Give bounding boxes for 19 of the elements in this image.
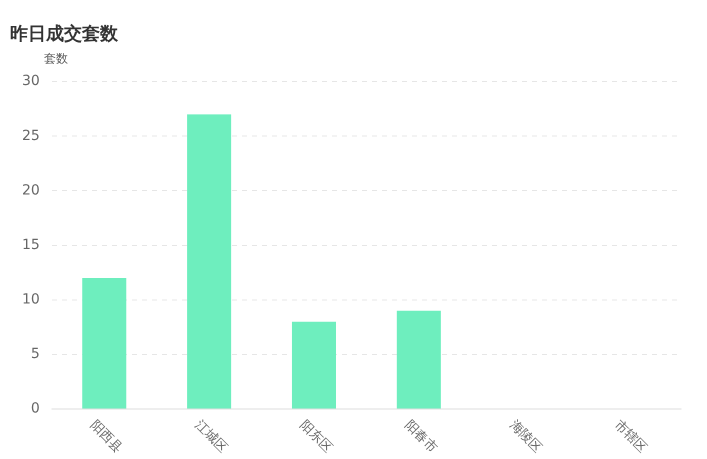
x-tick-label: 市辖区 bbox=[611, 418, 650, 456]
bar bbox=[292, 322, 336, 408]
bar bbox=[82, 278, 126, 408]
x-tick-label: 阳春市 bbox=[402, 418, 440, 456]
x-tick-label: 海陵区 bbox=[506, 418, 545, 456]
y-tick-label: 15 bbox=[22, 236, 40, 253]
bar bbox=[187, 114, 232, 408]
y-tick-label: 30 bbox=[22, 73, 40, 90]
y-tick-label: 5 bbox=[30, 346, 40, 362]
chart-title: 昨日成交套数 bbox=[10, 23, 119, 44]
bar bbox=[396, 310, 441, 408]
y-tick-label: 25 bbox=[22, 128, 40, 144]
x-tick-label: 江城区 bbox=[192, 418, 230, 456]
x-tick-label: 阳西县 bbox=[87, 418, 126, 456]
y-tick-label: 0 bbox=[30, 400, 40, 417]
y-tick-label: 10 bbox=[22, 292, 40, 308]
x-tick-label: 阳东区 bbox=[296, 418, 335, 456]
y-axis-title: 套数 bbox=[44, 52, 68, 66]
y-tick-label: 20 bbox=[22, 182, 40, 198]
